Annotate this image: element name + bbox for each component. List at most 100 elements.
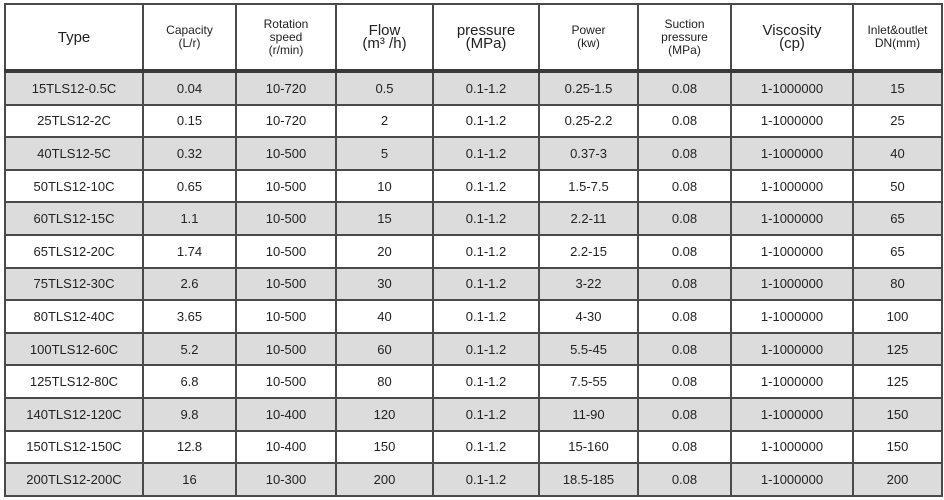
- table-row: 125TLS12-80C 6.8 10-500 80 0.1-1.2 7.5-55 0.08…: [4, 364, 943, 399]
- cell-suction-pressure: 0.08: [637, 103, 732, 139]
- cell-viscosity: 1-1000000: [730, 70, 854, 106]
- cell-inlet-outlet: 200: [852, 462, 943, 497]
- cell-power: 0.25-1.5: [538, 70, 639, 106]
- cell-pressure: 0.1-1.2: [432, 168, 540, 204]
- cell-flow: 5: [335, 136, 434, 171]
- cell-inlet-outlet: 65: [852, 233, 943, 269]
- cell-flow: 30: [335, 266, 434, 302]
- cell-flow: 60: [335, 331, 434, 367]
- cell-pressure: 0.1-1.2: [432, 396, 540, 432]
- header-text: (MPa): [668, 42, 701, 57]
- cell-type: 50TLS12-10C: [4, 168, 144, 204]
- pump-spec-table: Type Capacity (L/r) Rotation speed (r/min) Flo…: [4, 3, 943, 497]
- header-text: (cp): [779, 35, 805, 52]
- cell-viscosity: 1-1000000: [730, 103, 854, 139]
- header-text: (MPa): [465, 35, 507, 52]
- header-text: (kw): [577, 36, 600, 50]
- cell-type: 100TLS12-60C: [4, 331, 144, 367]
- cell-viscosity: 1-1000000: [730, 396, 854, 432]
- cell-power: 3-22: [538, 266, 639, 302]
- header-capacity: Capacity (L/r): [142, 3, 237, 72]
- header-text: (r/min): [268, 42, 304, 57]
- cell-viscosity: 1-1000000: [730, 331, 854, 367]
- cell-rotation-speed: 10-720: [235, 103, 337, 139]
- cell-type: 40TLS12-5C: [4, 136, 144, 171]
- cell-suction-pressure: 0.08: [637, 266, 732, 302]
- cell-viscosity: 1-1000000: [730, 233, 854, 269]
- cell-inlet-outlet: 100: [852, 299, 943, 334]
- cell-power: 4-30: [538, 299, 639, 334]
- cell-power: 2.2-15: [538, 233, 639, 269]
- cell-inlet-outlet: 125: [852, 331, 943, 367]
- cell-viscosity: 1-1000000: [730, 299, 854, 334]
- table-row: 60TLS12-15C 1.1 10-500 15 0.1-1.2 2.2-11 0.08 1…: [4, 201, 943, 236]
- header-text: Inlet&outlet: [867, 23, 928, 37]
- cell-power: 7.5-55: [538, 364, 639, 399]
- cell-pressure: 0.1-1.2: [432, 266, 540, 302]
- table-row: 75TLS12-30C 2.6 10-500 30 0.1-1.2 3-22 0.08 1-1…: [4, 266, 943, 302]
- table-row: 80TLS12-40C 3.65 10-500 40 0.1-1.2 4-30 0.08 1-…: [4, 299, 943, 334]
- cell-suction-pressure: 0.08: [637, 462, 732, 497]
- header-text: Suction: [664, 16, 705, 31]
- cell-pressure: 0.1-1.2: [432, 299, 540, 334]
- cell-capacity: 0.65: [142, 168, 237, 204]
- cell-capacity: 5.2: [142, 331, 237, 367]
- cell-inlet-outlet: 25: [852, 103, 943, 139]
- cell-capacity: 3.65: [142, 299, 237, 334]
- cell-rotation-speed: 10-720: [235, 70, 337, 106]
- cell-rotation-speed: 10-500: [235, 299, 337, 334]
- header-text: Type: [57, 28, 91, 46]
- cell-suction-pressure: 0.08: [637, 396, 732, 432]
- cell-type: 200TLS12-200C: [4, 462, 144, 497]
- cell-inlet-outlet: 50: [852, 168, 943, 204]
- cell-viscosity: 1-1000000: [730, 201, 854, 236]
- cell-capacity: 6.8: [142, 364, 237, 399]
- cell-rotation-speed: 10-500: [235, 331, 337, 367]
- cell-flow: 0.5: [335, 70, 434, 106]
- cell-flow: 15: [335, 201, 434, 236]
- header-text: Flow: [368, 22, 401, 39]
- cell-type: 15TLS12-0.5C: [4, 70, 144, 106]
- table-row: 65TLS12-20C 1.74 10-500 20 0.1-1.2 2.2-15 0.08…: [4, 233, 943, 269]
- cell-power: 1.5-7.5: [538, 168, 639, 204]
- cell-type: 60TLS12-15C: [4, 201, 144, 236]
- cell-inlet-outlet: 40: [852, 136, 943, 171]
- table-row: 40TLS12-5C 0.32 10-500 5 0.1-1.2 0.37-3 0.08 1-…: [4, 136, 943, 171]
- cell-capacity: 9.8: [142, 396, 237, 432]
- header-text: Viscosity: [762, 22, 822, 39]
- cell-power: 15-160: [538, 429, 639, 465]
- cell-pressure: 0.1-1.2: [432, 462, 540, 497]
- cell-inlet-outlet: 65: [852, 201, 943, 236]
- header-text: DN(mm): [874, 36, 921, 50]
- table-row: 150TLS12-150C 12.8 10-400 150 0.1-1.2 15-160 0…: [4, 429, 943, 465]
- header-viscosity: Viscosity (cp): [730, 3, 854, 72]
- cell-capacity: 16: [142, 462, 237, 497]
- cell-power: 11-90: [538, 396, 639, 432]
- cell-inlet-outlet: 15: [852, 70, 943, 106]
- cell-power: 2.2-11: [538, 201, 639, 236]
- header-suction-pressure: Suction pressure (MPa): [637, 3, 732, 72]
- cell-suction-pressure: 0.08: [637, 201, 732, 236]
- header-inlet-outlet: Inlet&outlet DN(mm): [852, 3, 943, 72]
- cell-pressure: 0.1-1.2: [432, 70, 540, 106]
- cell-rotation-speed: 10-300: [235, 462, 337, 497]
- cell-rotation-speed: 10-500: [235, 266, 337, 302]
- table-row: 15TLS12-0.5C 0.04 10-720 0.5 0.1-1.2 0.25-1.5…: [4, 70, 943, 106]
- table-row: 100TLS12-60C 5.2 10-500 60 0.1-1.2 5.5-45 0.08…: [4, 331, 943, 367]
- cell-suction-pressure: 0.08: [637, 136, 732, 171]
- cell-suction-pressure: 0.08: [637, 364, 732, 399]
- cell-pressure: 0.1-1.2: [432, 136, 540, 171]
- cell-suction-pressure: 0.08: [637, 70, 732, 106]
- header-text: speed: [269, 29, 303, 44]
- cell-pressure: 0.1-1.2: [432, 429, 540, 465]
- cell-viscosity: 1-1000000: [730, 429, 854, 465]
- header-flow: Flow (m³ /h): [335, 3, 434, 72]
- cell-flow: 10: [335, 168, 434, 204]
- header-text: (m³ /h): [362, 35, 407, 52]
- cell-type: 140TLS12-120C: [4, 396, 144, 432]
- header-text: (L/r): [178, 36, 201, 50]
- cell-suction-pressure: 0.08: [637, 331, 732, 367]
- header-pressure: pressure (MPa): [432, 3, 540, 72]
- cell-pressure: 0.1-1.2: [432, 103, 540, 139]
- header-power: Power (kw): [538, 3, 639, 72]
